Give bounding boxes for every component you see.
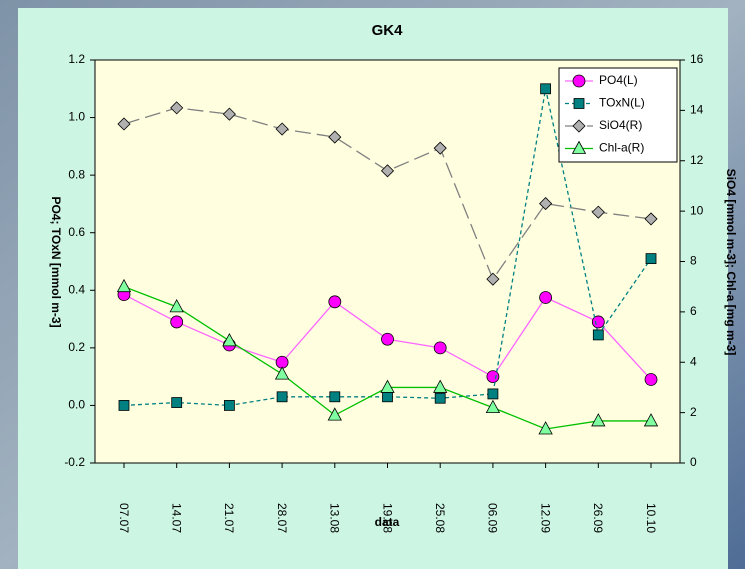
y-tick-label: 0.4	[68, 282, 85, 296]
marker	[541, 84, 551, 94]
marker	[435, 393, 445, 403]
x-tick-label: 25.08	[433, 503, 447, 533]
marker	[382, 333, 394, 345]
marker	[540, 291, 552, 303]
marker	[330, 392, 340, 402]
y-tick-label: -0.2	[64, 455, 85, 469]
legend-label: Chl-a(R)	[599, 141, 644, 155]
marker	[172, 398, 182, 408]
marker	[224, 400, 234, 410]
y2-tick-label: 14	[690, 103, 704, 117]
y2-tick-label: 12	[690, 153, 704, 167]
marker	[119, 400, 129, 410]
marker	[171, 316, 183, 328]
legend-label: SiO4(R)	[599, 118, 642, 132]
chart: GK4 data PO4; TOxN [mmol m-3] SiO4 [mmol…	[0, 0, 745, 569]
y-tick-label: 1.0	[68, 110, 85, 124]
x-tick-label: 28.07	[275, 503, 289, 533]
x-tick-label: 06.09	[486, 503, 500, 533]
x-tick-label: 14.07	[170, 503, 184, 533]
marker	[277, 392, 287, 402]
marker	[593, 330, 603, 340]
legend: PO4(L) TOxN(L) SiO4(R) Chl-a(R)	[559, 68, 677, 162]
x-tick-label: 07.07	[117, 503, 131, 533]
legend-label: TOxN(L)	[599, 96, 645, 110]
marker	[573, 75, 585, 87]
page: {"chart_data": {"type": "line", "title":…	[0, 0, 745, 569]
y-tick-label: 0.0	[68, 398, 85, 412]
y2-tick-label: 10	[690, 203, 704, 217]
x-tick-label: 10.10	[644, 503, 658, 533]
marker	[645, 374, 657, 386]
y-tick-label: 0.2	[68, 340, 85, 354]
x-tick-label: 12.09	[538, 503, 552, 533]
y-axis-label: PO4; TOxN [mmol m-3]	[49, 196, 63, 327]
x-tick-label: 26.09	[591, 503, 605, 533]
chart-title: GK4	[372, 22, 404, 39]
y2-tick-label: 2	[690, 405, 697, 419]
marker	[487, 371, 499, 383]
marker	[488, 389, 498, 399]
y2-axis-label: SiO4 [mmol m-3]; Chl-a [mg m-3]	[724, 169, 738, 356]
y2-tick-label: 16	[690, 52, 704, 66]
y2-tick-label: 0	[690, 455, 697, 469]
x-tick-label: 13.08	[328, 503, 342, 533]
y-tick-label: 0.8	[68, 167, 85, 181]
marker	[383, 392, 393, 402]
y2-tick-label: 4	[690, 354, 697, 368]
y2-tick-label: 6	[690, 304, 697, 318]
y-tick-label: 0.6	[68, 225, 85, 239]
legend-label: PO4(L)	[599, 73, 638, 87]
x-tick-label: 21.07	[222, 503, 236, 533]
marker	[329, 296, 341, 308]
marker	[434, 342, 446, 354]
y-tick-label: 1.2	[68, 52, 85, 66]
x-tick-label: 19.08	[380, 503, 394, 533]
marker	[646, 254, 656, 264]
y2-tick-label: 8	[690, 254, 697, 268]
marker	[574, 99, 584, 109]
